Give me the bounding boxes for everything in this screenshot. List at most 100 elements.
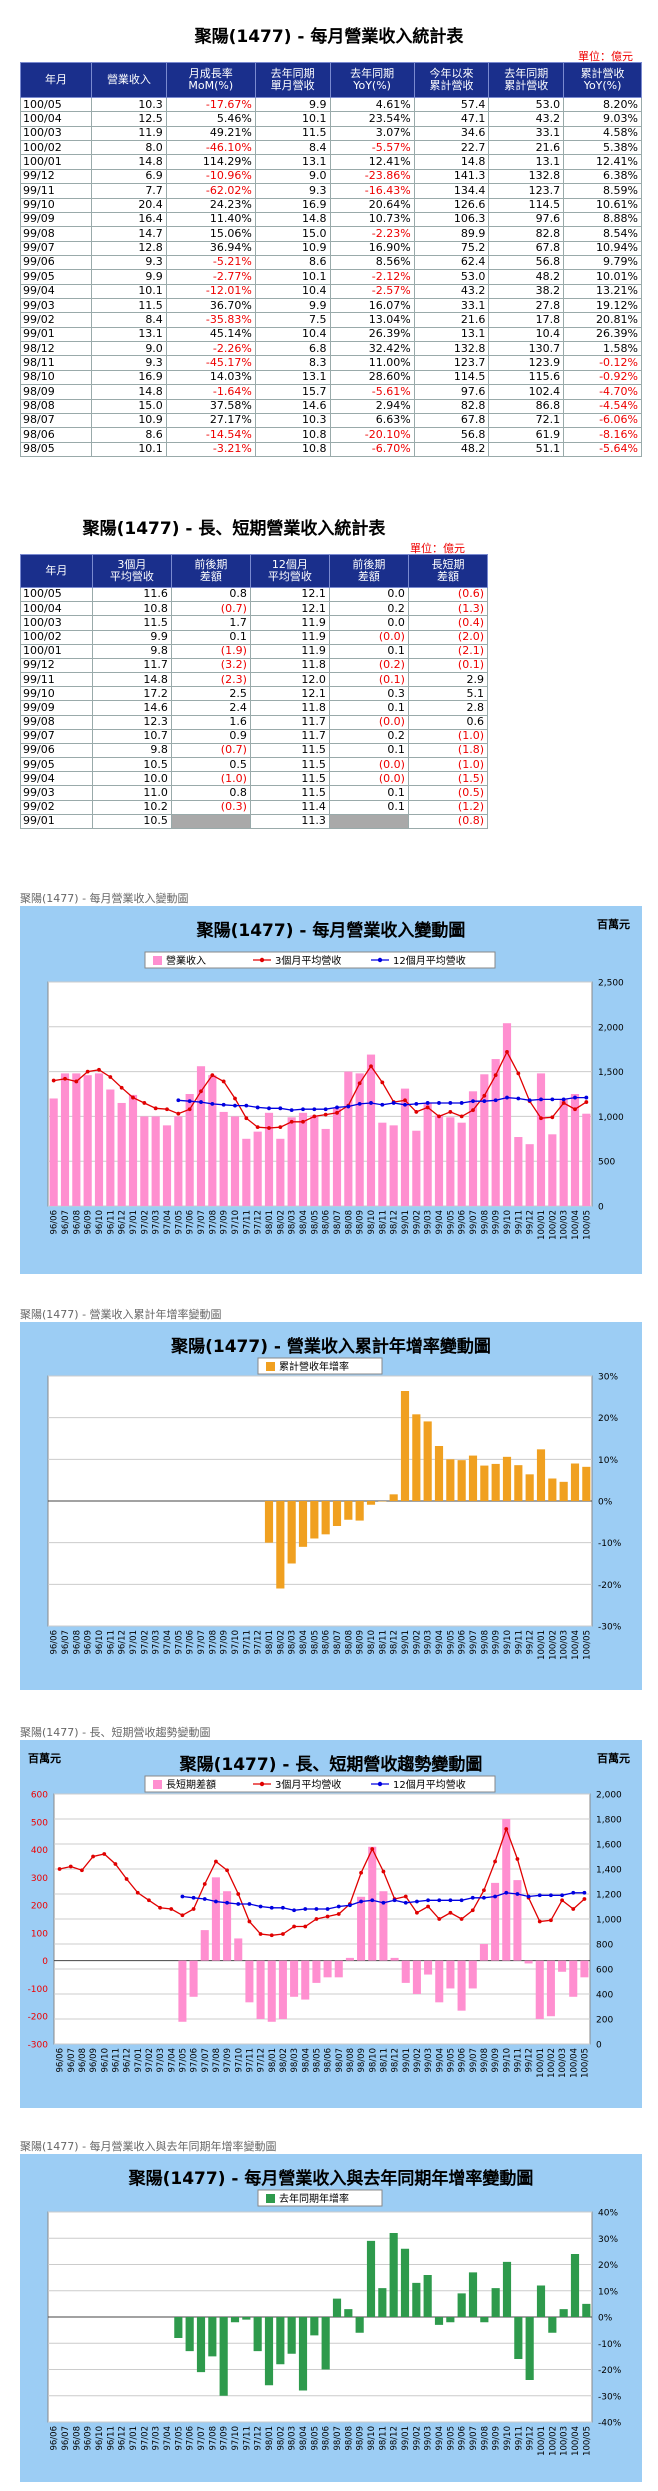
table-cell: 11.7 <box>249 714 330 730</box>
series-point <box>312 1107 317 1112</box>
series-point <box>539 1097 543 1102</box>
table-cell: 16.90% <box>329 240 415 256</box>
longshort-table-title: 聚陽(1477) - 長、短期營業收入統計表 <box>82 519 386 539</box>
column-header-line: 月成長率 <box>188 67 233 80</box>
longshort-table-unit: 單位：億元 <box>410 542 465 555</box>
row-month-cell: 99/12 <box>20 657 93 674</box>
x-tick-label: 99/01 <box>401 1210 411 1235</box>
table-cell: 49.21% <box>165 125 256 142</box>
table-cell: 11.8 <box>249 657 330 674</box>
table-cell: 43.2 <box>488 111 565 127</box>
bar <box>457 1122 466 1206</box>
x-tick-label: 98/03 <box>290 2048 300 2073</box>
x-tick-label: 98/12 <box>390 1630 400 1655</box>
series-point <box>403 1900 408 1905</box>
x-tick-label: 97/02 <box>140 1210 150 1235</box>
y-tick-label: 20% <box>598 2261 618 2271</box>
x-tick-label: 97/07 <box>197 1630 207 1655</box>
table-cell: 11.5 <box>249 785 330 801</box>
series-point <box>244 1116 249 1121</box>
legend-label: 長短期差額 <box>166 1778 216 1791</box>
series-point <box>191 1907 196 1911</box>
table-cell: 14.8 <box>413 154 490 170</box>
x-tick-label: 99/04 <box>435 2048 445 2073</box>
x-tick-label: 97/08 <box>212 2048 222 2073</box>
table-cell: 10.4 <box>254 283 331 300</box>
series-point <box>221 1102 226 1107</box>
table-cell: 8.4 <box>91 312 167 328</box>
legend-label: 3個月平均營收 <box>275 1778 341 1791</box>
series-line <box>59 1827 585 1936</box>
x-tick-label: 98/11 <box>378 1630 388 1655</box>
y-tick-label: -20% <box>598 1581 622 1591</box>
table-cell: 53.0 <box>488 96 565 113</box>
table-cell: 102.4 <box>488 384 565 400</box>
table-cell: -0.12% <box>563 355 642 371</box>
series-point <box>153 1106 158 1111</box>
table-cell: (0.3) <box>170 799 251 815</box>
series-point <box>561 1097 566 1102</box>
x-tick-label: 96/07 <box>61 1210 71 1235</box>
x-tick-label: 99/02 <box>412 1210 422 1235</box>
table-row: 99/03 11.0 0.8 11.5 0.1 (0.5) <box>20 785 489 801</box>
x-tick-label: 100/04 <box>571 2426 581 2456</box>
series-point <box>68 1864 73 1869</box>
table-cell: -2.57% <box>329 283 415 300</box>
row-month-cell: 99/04 <box>20 771 93 787</box>
bar <box>468 1960 477 1989</box>
bar <box>502 1456 512 1501</box>
y-tick-label: 2,500 <box>598 979 624 989</box>
row-month-cell: 99/03 <box>20 785 93 801</box>
monthly-yoy-chart: 聚陽(1477) - 每月營業收入與去年同期年增率變動圖 -40% -30% -20%… <box>47 2168 622 2456</box>
bar <box>423 1102 432 1206</box>
table-cell: (0.0) <box>328 714 409 730</box>
x-tick-label: 97/11 <box>242 1210 252 1235</box>
row-month-cell: 100/01 <box>19 154 93 170</box>
bar <box>178 1960 187 2022</box>
series-point <box>493 1098 498 1103</box>
table-cell: (1.5) <box>407 771 489 787</box>
bar <box>434 1115 444 1206</box>
series-point <box>482 1093 487 1098</box>
legend-label: 去年同期年增率 <box>279 2192 349 2205</box>
series-point <box>169 1907 174 1911</box>
x-tick-label: 97/06 <box>186 1210 196 1235</box>
series-point <box>85 1069 90 1074</box>
table-cell: -5.57% <box>329 140 415 156</box>
bar <box>298 1501 308 1547</box>
row-month-cell: 99/02 <box>20 799 93 815</box>
table-cell: 21.6 <box>413 312 490 328</box>
bar <box>106 1089 115 1206</box>
series-point <box>325 1914 330 1919</box>
legend-box <box>257 1357 383 1375</box>
row-month-cell: 99/06 <box>19 254 93 271</box>
y-tick-label: -20% <box>598 2366 622 2376</box>
table-cell: 56.8 <box>413 427 490 443</box>
table-cell: 10.8 <box>91 601 172 617</box>
cumulative-yoy-chart: 聚陽(1477) - 營業收入累計年增率變動圖 -30% -20% -10% 0% 10%… <box>47 1336 622 1660</box>
series-point <box>236 1892 241 1896</box>
row-month-cell: 100/02 <box>19 140 93 156</box>
x-tick-label: 97/11 <box>242 2426 252 2451</box>
x-tick-label: 97/01 <box>129 1630 139 1655</box>
column-header-line: MoM(%) <box>188 79 234 92</box>
table-cell: 11.9 <box>249 629 330 645</box>
series-point <box>571 1890 576 1895</box>
series-point <box>108 1075 113 1079</box>
table-cell: -8.16% <box>563 427 642 443</box>
table-cell: 13.1 <box>254 369 331 386</box>
column-header-line: 年月 <box>45 73 68 86</box>
table-cell: (0.7) <box>170 601 251 617</box>
chart-panel-yoy: 聚陽(1477) - 每月營業收入與去年同期年增率變動圖 -40% -30% -20%… <box>20 2154 642 2482</box>
bar <box>401 1960 410 1983</box>
x-tick-label: 100/05 <box>582 1210 592 1240</box>
bar <box>580 1960 589 1978</box>
x-tick-label: 98/04 <box>299 2426 309 2451</box>
table-cell: 8.59% <box>563 183 642 199</box>
unit-label-left: 百萬元 <box>28 1751 61 1765</box>
plot-area <box>47 981 593 1207</box>
series-point <box>369 1064 373 1069</box>
y-tick-label: 1,800 <box>596 1816 622 1826</box>
x-tick-label: 98/02 <box>279 2048 289 2073</box>
bar <box>310 1501 319 1539</box>
